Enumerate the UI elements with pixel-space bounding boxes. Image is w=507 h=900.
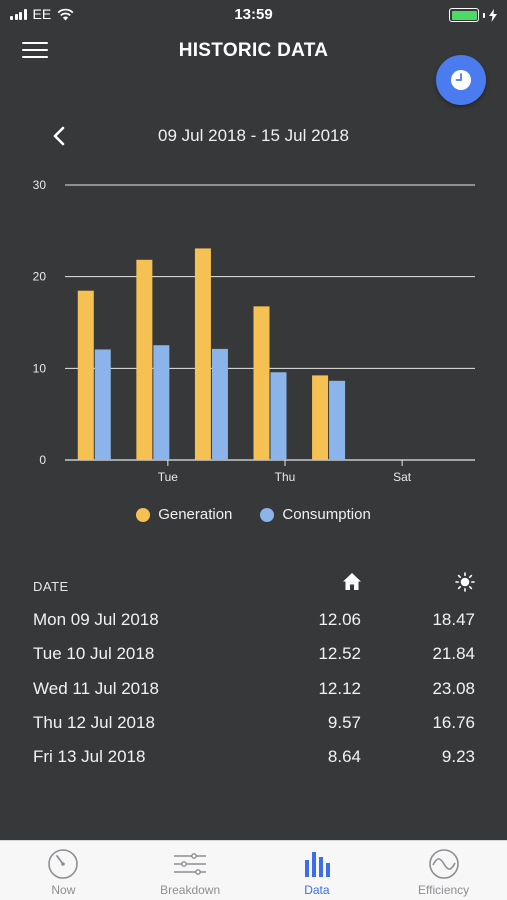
- home-icon: [343, 573, 361, 590]
- tab-breakdown-label: Breakdown: [160, 883, 221, 897]
- tab-efficiency-label: Efficiency: [418, 883, 470, 897]
- status-left: EE: [10, 6, 74, 22]
- row-consumption: 12.52: [318, 644, 361, 664]
- date-range: 09 Jul 2018 - 15 Jul 2018: [158, 126, 349, 145]
- x-tick-label: Sat: [393, 470, 412, 484]
- x-tick-label: Thu: [275, 470, 296, 484]
- status-time: 13:59: [234, 6, 273, 23]
- table-row: Wed 11 Jul 2018 12.12 23.08: [33, 671, 475, 705]
- sliders-icon: [174, 853, 207, 875]
- bar-generation-tue: [136, 259, 153, 460]
- legend-consumption: Consumption: [260, 506, 371, 523]
- table-row: Mon 09 Jul 2018 12.06 18.47: [33, 602, 475, 636]
- battery-icon: [449, 8, 479, 22]
- bar-consumption-thu: [270, 372, 287, 460]
- page-title: HISTORIC DATA: [178, 40, 329, 61]
- legend-consumption-label: Consumption: [282, 506, 371, 523]
- sun-icon: [455, 572, 475, 592]
- bar-generation-thu: [253, 306, 270, 460]
- table-row: Thu 12 Jul 2018 9.57 16.76: [33, 705, 475, 739]
- carrier-label: EE: [32, 6, 52, 22]
- table-header: DATE: [33, 570, 475, 598]
- bar-consumption-tue: [153, 345, 170, 460]
- bar-consumption-fri: [329, 380, 346, 460]
- bar-generation-wed: [194, 248, 211, 460]
- signal-icon: [10, 8, 27, 20]
- row-generation: 16.76: [432, 712, 475, 732]
- y-tick-label: 30: [33, 178, 47, 192]
- wifi-icon: [57, 8, 74, 20]
- hamburger-icon[interactable]: [22, 42, 48, 60]
- bar-chart: 0 10 20 30 Tue Thu Sat: [33, 178, 475, 484]
- row-date: Fri 13 Jul 2018: [33, 747, 146, 767]
- row-consumption: 12.06: [318, 610, 361, 629]
- row-consumption: 9.57: [327, 712, 361, 732]
- battery-tip: [483, 12, 485, 18]
- charging-icon: [489, 8, 497, 22]
- row-date: Tue 10 Jul 2018: [33, 644, 155, 664]
- y-tick-label: 10: [33, 361, 47, 375]
- legend-generation: Generation: [136, 506, 232, 523]
- row-generation: 18.47: [432, 610, 475, 629]
- data-table: Mon 09 Jul 2018 12.06 18.47 Tue 10 Jul 2…: [33, 602, 475, 773]
- bar-chart-icon: [304, 852, 330, 877]
- status-bar: EE 13:59: [0, 0, 507, 30]
- tab-data-label: Data: [304, 883, 330, 897]
- y-tick-label: 20: [33, 270, 47, 284]
- legend-consumption-dot: [260, 507, 275, 522]
- date-column-header: DATE: [33, 579, 69, 594]
- row-date: Thu 12 Jul 2018: [33, 712, 155, 732]
- row-date: Wed 11 Jul 2018: [33, 678, 160, 698]
- table-row: Tue 10 Jul 2018 12.52 21.84: [33, 636, 475, 670]
- bar-generation-fri: [312, 375, 329, 460]
- row-consumption: 8.64: [327, 747, 361, 767]
- row-consumption: 12.12: [318, 678, 361, 698]
- gauge-icon: [48, 849, 79, 879]
- table-row: Fri 13 Jul 2018 8.64 9.23: [33, 739, 475, 773]
- bar-consumption-wed: [211, 348, 228, 460]
- tab-bar: Now Breakdown Data Efficiency: [0, 840, 507, 900]
- tab-breakdown[interactable]: Breakdown: [127, 841, 254, 900]
- row-date: Mon 09 Jul 2018: [33, 610, 159, 629]
- tab-now-label: Now: [51, 883, 76, 897]
- tab-now[interactable]: Now: [0, 841, 127, 900]
- tab-data[interactable]: Data: [254, 841, 381, 900]
- wave-icon: [428, 849, 459, 879]
- row-generation: 9.23: [441, 747, 475, 767]
- chart-legend: Generation Consumption: [0, 506, 507, 523]
- x-tick-label: Tue: [158, 470, 179, 484]
- bar-generation-mon: [77, 290, 94, 460]
- clock-button[interactable]: [436, 55, 486, 105]
- row-generation: 21.84: [432, 644, 475, 664]
- legend-generation-dot: [136, 507, 151, 522]
- status-right: [449, 8, 497, 22]
- legend-generation-label: Generation: [158, 506, 233, 523]
- tab-efficiency[interactable]: Efficiency: [380, 841, 507, 900]
- clock-icon: [451, 70, 471, 90]
- row-generation: 23.08: [432, 678, 475, 698]
- bar-consumption-mon: [94, 349, 111, 460]
- chevron-left-icon[interactable]: [50, 124, 70, 148]
- y-tick-label: 0: [39, 453, 46, 467]
